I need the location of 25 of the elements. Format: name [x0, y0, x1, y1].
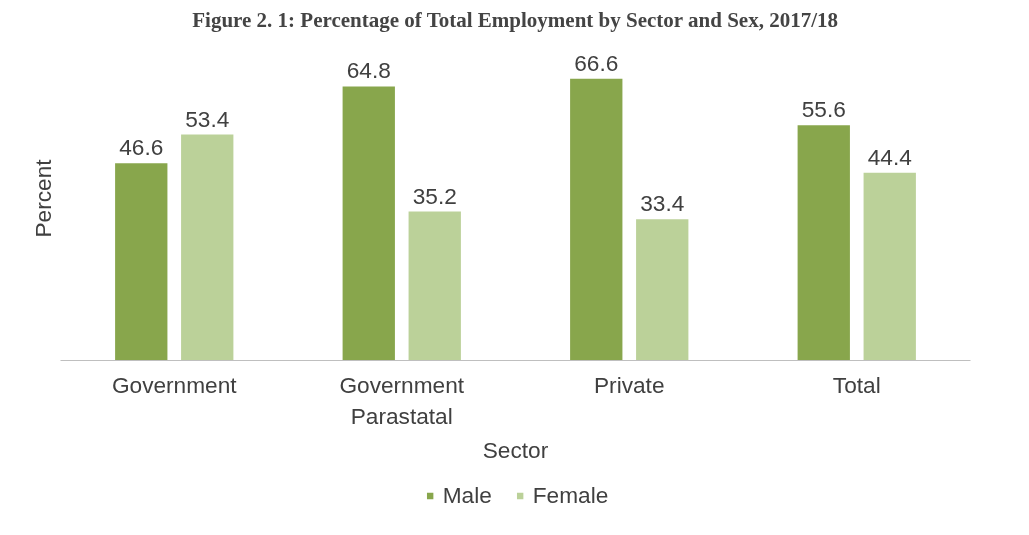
x-axis-title: Sector [482, 436, 549, 463]
bar [570, 78, 623, 361]
x-tick-label: Total [832, 371, 881, 398]
y-axis-title: Percent [29, 158, 56, 238]
bar [863, 172, 916, 361]
legend-label: Female [532, 481, 609, 509]
bar [797, 125, 850, 361]
bar [342, 86, 395, 361]
bar [181, 134, 234, 361]
x-tick-label: Government [111, 371, 238, 398]
data-label: 66.6 [574, 49, 619, 76]
x-tick-label: Government Parastatal [339, 371, 465, 429]
data-label: 46.6 [119, 134, 164, 161]
data-label: 33.4 [640, 190, 685, 217]
data-label: 35.2 [412, 182, 457, 209]
bar [408, 211, 461, 361]
data-label: 64.8 [346, 57, 391, 84]
data-label: 55.6 [801, 96, 846, 123]
chart-title: Figure 2. 1: Percentage of Total Employment by Sector and Sex, 2017/18 [192, 7, 838, 32]
bar [636, 219, 689, 361]
data-label: 44.4 [867, 143, 912, 170]
legend-label: Male [442, 481, 492, 509]
data-label: 53.4 [185, 105, 230, 132]
bar [115, 163, 168, 361]
x-tick-label: Private [593, 371, 665, 398]
